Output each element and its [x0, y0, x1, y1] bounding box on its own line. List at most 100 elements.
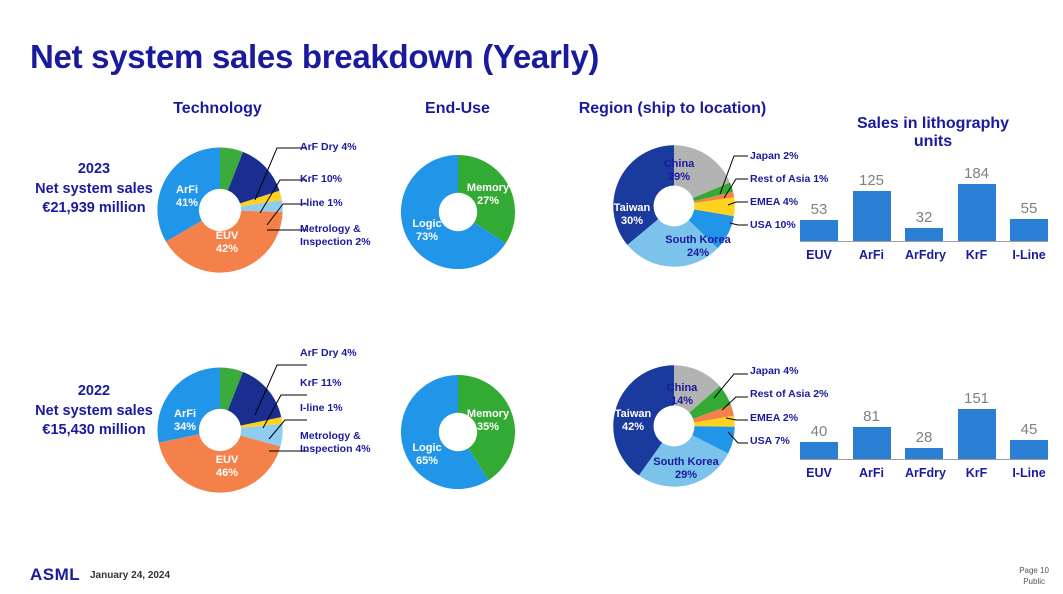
region-donut-2023: China 29% Taiwan 30% South Korea 24%: [608, 140, 740, 272]
region-donut-svg-2023: [613, 145, 735, 267]
slice-memory: [458, 374, 516, 481]
slice-euv: [165, 210, 283, 273]
donut-hole: [653, 405, 695, 447]
year-block-2022: 2022 Net system sales €15,430 million: [14, 382, 174, 441]
year-block-2023: 2023 Net system sales €21,939 million: [14, 160, 174, 219]
bar-axis-line-2023: [800, 240, 1048, 242]
callout-metrology-2023: Metrology & Inspection 2%: [300, 223, 371, 248]
callout-rest-of-asia-2022: Rest of Asia 2%: [750, 388, 829, 400]
slice-emea: [674, 197, 735, 217]
bar-chart-2023: 53 125 32 184 55: [800, 159, 1048, 262]
callout-krf-2023: KrF 10%: [300, 173, 343, 185]
bar-column-euv-2023: 53: [800, 159, 838, 241]
bar-value-iline-2023: 55: [1020, 199, 1038, 217]
bar-rect-arfdry-2023: [905, 227, 943, 241]
technology-donut-2023: ArFi 41% EUV 42%: [152, 142, 288, 278]
donut-hole: [653, 185, 695, 227]
bar-column-arfi-2022: 81: [852, 387, 891, 459]
bar-rect-euv-2022: [800, 441, 838, 459]
bar-category-labels-2023: EUV ArFi ArFdry KrF I-Line: [800, 248, 1048, 262]
bar-label-arfi-2022: ArFi: [859, 466, 884, 480]
bar-label-arfdry-2023: ArFdry: [905, 248, 946, 262]
bar-rect-krf-2022: [957, 408, 996, 459]
year-label-2022: 2022: [77, 383, 111, 399]
year-label-2023: 2023: [77, 161, 111, 177]
callout-japan-2022: Japan 4%: [750, 365, 799, 377]
callout-krf-2022: KrF 11%: [300, 377, 342, 389]
bar-value-iline-2022: 45: [1020, 420, 1038, 438]
bar-value-arfdry-2023: 32: [915, 208, 933, 226]
bar-chart-2022: 40 81 28 151 45: [800, 387, 1048, 480]
callout-arf-dry-2022: ArF Dry 4%: [300, 347, 357, 359]
footer-classification: Public: [1023, 577, 1045, 586]
column-header-end-use: End-Use: [425, 100, 490, 117]
donut-hole: [198, 188, 242, 232]
bar-value-arfi-2023: 125: [858, 171, 885, 189]
bar-rect-arfi-2022: [852, 426, 891, 459]
technology-donut-svg-2023: [157, 147, 283, 273]
sales-value-2023: €21,939 million: [42, 200, 146, 217]
bar-category-labels-2022: EUV ArFi ArFdry KrF I-Line: [800, 466, 1048, 480]
bar-column-arfdry-2022: 28: [905, 387, 943, 459]
callout-iline-2023: I-line 1%: [300, 197, 343, 209]
bar-column-krf-2022: 151: [957, 387, 996, 459]
callout-japan-2023: Japan 2%: [750, 150, 799, 162]
footer-date: January 24, 2024: [90, 570, 171, 581]
bar-rect-krf-2023: [957, 183, 996, 241]
bar-value-euv-2023: 53: [810, 200, 828, 218]
bar-label-iline-2023: I-Line: [1012, 248, 1046, 262]
bar-value-krf-2022: 151: [963, 389, 990, 407]
technology-donut-svg-2022: [157, 367, 283, 493]
bar-column-euv-2022: 40: [800, 387, 838, 459]
page-title: Net system sales breakdown (Yearly): [30, 38, 600, 75]
callout-emea-2023: EMEA 4%: [750, 196, 799, 208]
slice-china: [674, 145, 730, 206]
bar-column-arfdry-2023: 32: [905, 159, 943, 241]
bar-label-arfi-2023: ArFi: [859, 248, 884, 262]
bar-column-iline-2022: 45: [1010, 387, 1048, 459]
asml-logo: ASML: [30, 565, 81, 584]
sales-value-2022: €15,430 million: [42, 422, 146, 439]
bar-rect-iline-2022: [1010, 439, 1048, 459]
slice-south-korea: [627, 206, 718, 267]
callout-emea-2022: EMEA 2%: [750, 412, 799, 424]
callout-usa-2023: USA 10%: [750, 219, 796, 231]
donut-hole: [438, 192, 478, 232]
callout-iline-2022: I-line 1%: [300, 402, 343, 414]
callout-arf-dry-2023: ArF Dry 4%: [300, 141, 357, 153]
bar-rect-euv-2023: [800, 219, 838, 241]
bar-label-iline-2022: I-Line: [1012, 466, 1046, 480]
bar-rect-iline-2023: [1010, 218, 1048, 241]
callout-rest-of-asia-2023: Rest of Asia 1%: [750, 173, 829, 185]
bar-label-krf-2023: KrF: [965, 248, 988, 262]
slice-euv: [158, 430, 281, 493]
bar-label-arfdry-2022: ArFdry: [905, 466, 946, 480]
end-use-donut-2022: Memory 35% Logic 65%: [396, 370, 520, 494]
slice-taiwan: [613, 365, 674, 476]
column-header-technology: Technology: [173, 100, 262, 117]
sales-caption-2023: Net system sales: [35, 180, 153, 197]
end-use-donut-svg-2022: [400, 374, 516, 490]
bar-label-euv-2023: EUV: [806, 248, 832, 262]
end-use-donut-2023: Memory 27% Logic 73%: [396, 150, 520, 274]
bar-chart-title-line2: units: [913, 133, 953, 151]
bar-axis-line-2022: [800, 458, 1048, 460]
slice-taiwan: [613, 145, 674, 245]
bar-rect-arfi-2023: [852, 190, 891, 241]
bar-label-euv-2022: EUV: [806, 466, 832, 480]
region-donut-2022: Taiwan 42% China 14% South Korea 29%: [608, 360, 740, 492]
region-donut-svg-2022: [613, 365, 735, 487]
bar-column-iline-2023: 55: [1010, 159, 1048, 241]
bar-value-krf-2023: 184: [963, 164, 990, 182]
footer-page-number: Page 10: [1019, 566, 1049, 575]
column-header-region: Region (ship to location): [578, 100, 767, 117]
bar-column-krf-2023: 184: [957, 159, 996, 241]
donut-hole: [198, 408, 242, 452]
bar-rect-arfdry-2022: [905, 447, 943, 459]
bar-chart-title: Sales in lithography units: [828, 115, 1038, 152]
end-use-donut-svg-2023: [400, 154, 516, 270]
sales-caption-2022: Net system sales: [35, 402, 153, 419]
callout-metrology-2022: Metrology & Inspection 4%: [300, 430, 371, 455]
bar-value-arfdry-2022: 28: [915, 428, 933, 446]
